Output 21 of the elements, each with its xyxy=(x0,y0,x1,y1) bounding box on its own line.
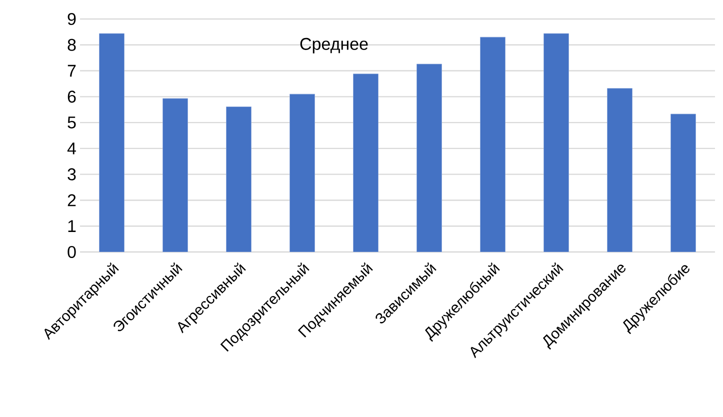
bar xyxy=(607,88,632,252)
y-tick-label: 9 xyxy=(68,12,76,26)
text: Среднее xyxy=(300,38,368,54)
bar xyxy=(544,33,569,252)
y-tick-label: 7 xyxy=(68,64,76,77)
y-tick-label: 2 xyxy=(68,194,76,206)
bar xyxy=(290,94,315,252)
y-tick-label: 0 xyxy=(68,246,76,258)
y-tick-label: 6 xyxy=(68,90,76,103)
bar xyxy=(416,64,442,252)
bar xyxy=(353,74,378,252)
y-tick-label: 5 xyxy=(68,116,76,128)
y-tick-label: 1 xyxy=(68,220,76,232)
bar xyxy=(480,36,506,252)
bar xyxy=(99,33,124,252)
bar xyxy=(670,114,696,252)
y-tick-label: 3 xyxy=(68,168,76,180)
bar xyxy=(226,106,252,252)
y-tick-label: 8 xyxy=(68,38,76,51)
y-tick-label: 4 xyxy=(67,142,76,154)
bar xyxy=(162,98,188,252)
